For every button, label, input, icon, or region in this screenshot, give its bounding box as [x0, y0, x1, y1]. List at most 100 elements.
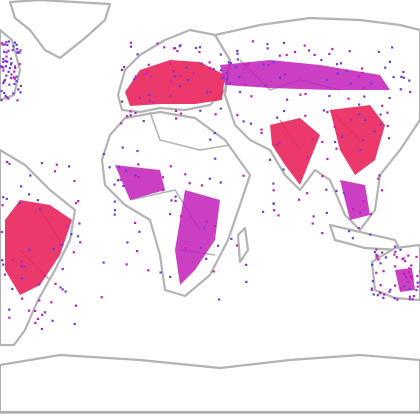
density-dot — [306, 156, 309, 159]
density-dot — [218, 298, 221, 301]
density-dot — [208, 61, 211, 64]
density-dot — [229, 62, 232, 65]
density-dot — [377, 50, 380, 53]
density-dot — [20, 260, 23, 263]
density-dot — [142, 120, 145, 123]
density-dot — [379, 284, 382, 287]
density-dot — [407, 254, 410, 257]
density-dot — [373, 130, 376, 133]
density-dot — [377, 258, 380, 261]
density-dot — [1, 204, 4, 207]
density-dot — [184, 247, 187, 250]
africa-density — [175, 190, 220, 285]
density-dot — [134, 174, 137, 177]
density-dot — [307, 49, 311, 52]
density-dot — [79, 241, 82, 244]
density-dot — [282, 41, 285, 44]
density-dot — [34, 309, 37, 312]
density-dot — [174, 199, 177, 202]
density-dot — [0, 230, 3, 234]
density-dot — [175, 117, 178, 120]
density-dot — [174, 47, 177, 50]
greenland — [8, 0, 112, 60]
density-dot — [371, 280, 374, 283]
density-dot — [184, 173, 187, 176]
density-dot — [359, 211, 362, 214]
density-dot — [36, 317, 39, 320]
density-dot — [3, 91, 6, 95]
density-dot — [246, 62, 250, 65]
density-dot — [73, 322, 76, 325]
density-dot — [348, 50, 351, 53]
density-dot — [328, 52, 331, 56]
density-dot — [8, 308, 11, 311]
density-dot — [322, 109, 325, 112]
density-dot — [325, 188, 328, 191]
density-dot — [375, 256, 378, 259]
density-dot — [15, 75, 18, 78]
density-dot — [162, 189, 165, 192]
density-dot — [121, 100, 124, 103]
density-dot — [28, 309, 31, 312]
density-dot — [200, 184, 203, 187]
density-dot — [8, 67, 11, 70]
density-dot — [410, 275, 413, 278]
density-dot — [137, 176, 140, 179]
density-dot — [399, 88, 402, 91]
density-dot — [185, 66, 188, 69]
density-dot — [169, 275, 172, 278]
density-dot — [249, 122, 252, 125]
density-dot — [138, 230, 141, 233]
density-dot — [251, 40, 254, 43]
russia-density — [220, 60, 390, 90]
density-dot — [381, 104, 384, 107]
density-dot — [2, 66, 5, 69]
density-dot — [235, 244, 239, 247]
density-dot — [370, 287, 373, 290]
density-dot — [136, 53, 139, 56]
density-dot — [326, 157, 329, 161]
density-dot — [77, 200, 80, 203]
density-dot — [236, 49, 239, 52]
density-dot — [238, 90, 241, 93]
density-dot — [335, 63, 339, 66]
density-dot — [163, 46, 166, 49]
density-dot — [36, 199, 39, 202]
density-dot — [2, 81, 5, 85]
density-dot — [379, 262, 382, 265]
density-dot — [3, 78, 6, 82]
density-dot — [394, 265, 397, 268]
density-dot — [108, 166, 111, 169]
density-dot — [264, 84, 267, 87]
density-dot — [306, 192, 309, 195]
asia — [213, 16, 420, 232]
density-dot — [0, 259, 4, 262]
antarctica — [0, 353, 420, 414]
density-dot — [8, 162, 11, 165]
density-dot — [7, 97, 10, 100]
density-dot — [299, 93, 302, 96]
density-dot — [394, 245, 397, 248]
density-dot — [243, 63, 246, 66]
density-dot — [403, 285, 406, 288]
density-dot — [11, 258, 14, 261]
density-dot — [376, 294, 379, 297]
density-dot — [170, 199, 173, 202]
density-dot — [326, 111, 329, 114]
density-dot — [13, 70, 16, 73]
density-dot — [50, 301, 53, 304]
density-dot — [8, 316, 11, 319]
density-dot — [362, 86, 365, 90]
density-dot — [379, 113, 382, 116]
density-dot — [372, 293, 375, 296]
density-dot — [395, 256, 398, 259]
density-dot — [285, 98, 289, 101]
density-dot — [147, 63, 150, 66]
density-dot — [12, 76, 15, 79]
density-dot — [13, 65, 17, 68]
density-dot — [148, 99, 151, 102]
density-dot — [20, 265, 23, 268]
density-dot — [333, 125, 336, 128]
density-dot — [236, 114, 239, 117]
density-dot — [68, 165, 71, 168]
